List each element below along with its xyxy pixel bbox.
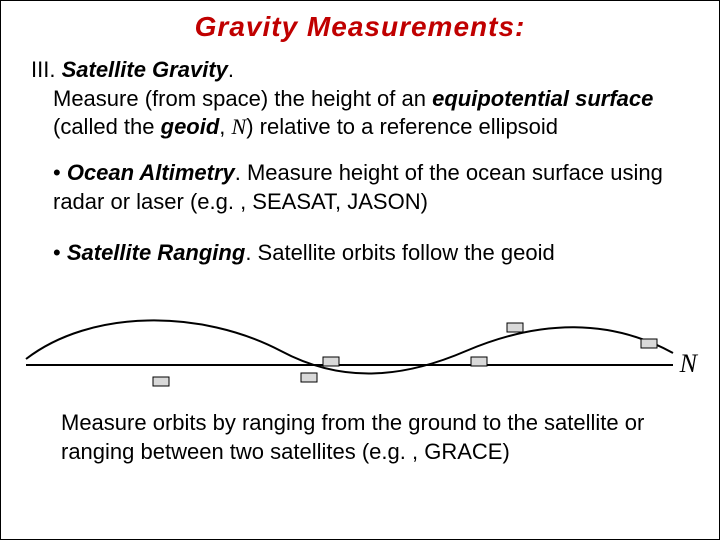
bullet-marker: • xyxy=(53,240,61,265)
bullet-marker: • xyxy=(53,160,61,185)
intro-pre: Measure (from space) the height of an xyxy=(53,86,432,111)
roman-numeral: III. xyxy=(31,57,55,82)
intro-mid2: , xyxy=(219,114,231,139)
bullet-colon: . xyxy=(245,240,257,265)
bullet-body-ranging: Satellite orbits follow the geoid xyxy=(258,240,555,265)
geoid-svg xyxy=(1,281,720,401)
satellite-markers xyxy=(153,323,657,386)
intro-post: ) relative to a reference ellipsoid xyxy=(246,114,558,139)
bullet-ocean-altimetry: • Ocean Altimetry. Measure height of the… xyxy=(53,159,691,216)
variable-n-label: N xyxy=(680,349,697,379)
bullet-title-satellite-ranging: Satellite Ranging xyxy=(67,240,245,265)
term-geoid: geoid xyxy=(161,114,220,139)
bullet-satellite-ranging: • Satellite Ranging. Satellite orbits fo… xyxy=(53,239,691,268)
section-title: Satellite Gravity xyxy=(62,57,228,82)
section-period: . xyxy=(228,57,234,82)
term-equipotential-surface: equipotential surface xyxy=(432,86,653,111)
section-heading: III. Satellite Gravity. xyxy=(31,57,719,83)
bullet-colon: . xyxy=(235,160,247,185)
satellite-marker xyxy=(641,339,657,348)
footer-paragraph: Measure orbits by ranging from the groun… xyxy=(61,409,691,466)
satellite-marker xyxy=(301,373,317,382)
page-title: Gravity Measurements: xyxy=(1,11,719,43)
intro-paragraph: Measure (from space) the height of an eq… xyxy=(53,85,691,141)
intro-mid1: (called the xyxy=(53,114,161,139)
satellite-marker xyxy=(507,323,523,332)
satellite-marker xyxy=(471,357,487,366)
variable-n-inline: N xyxy=(232,114,247,139)
satellite-marker xyxy=(323,357,339,366)
bullet-title-ocean-altimetry: Ocean Altimetry xyxy=(67,160,235,185)
geoid-diagram: N xyxy=(1,281,719,401)
satellite-marker xyxy=(153,377,169,386)
